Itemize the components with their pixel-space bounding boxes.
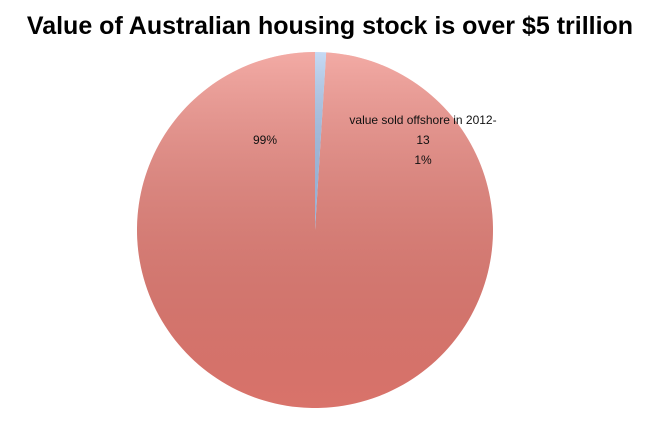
data-label: 99% (252, 133, 278, 147)
chart-title: Value of Australian housing stock is ove… (26, 12, 634, 40)
slice-shade (315, 52, 327, 230)
data-label: 1% (414, 153, 432, 167)
category-label: value sold offshore in 2012-13 (349, 113, 497, 147)
